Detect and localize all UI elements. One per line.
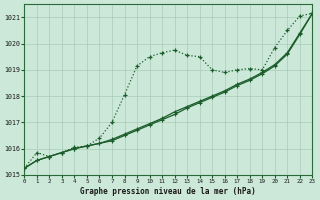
X-axis label: Graphe pression niveau de la mer (hPa): Graphe pression niveau de la mer (hPa) bbox=[80, 187, 256, 196]
